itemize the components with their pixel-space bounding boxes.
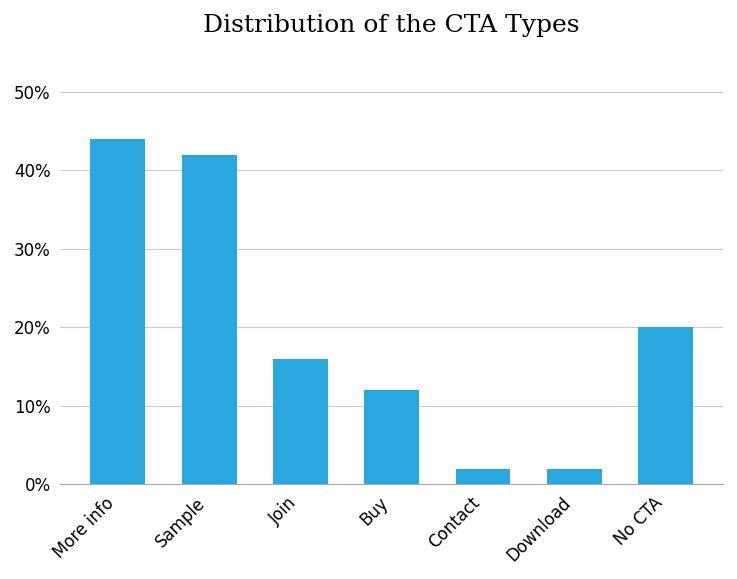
Bar	[273, 359, 328, 484]
Bar	[455, 468, 511, 484]
Bar	[547, 468, 601, 484]
Title: Distribution of the CTA Types: Distribution of the CTA Types	[203, 14, 580, 37]
Bar	[364, 390, 419, 484]
Bar	[182, 155, 237, 484]
Bar	[638, 327, 693, 484]
Bar	[91, 139, 145, 484]
